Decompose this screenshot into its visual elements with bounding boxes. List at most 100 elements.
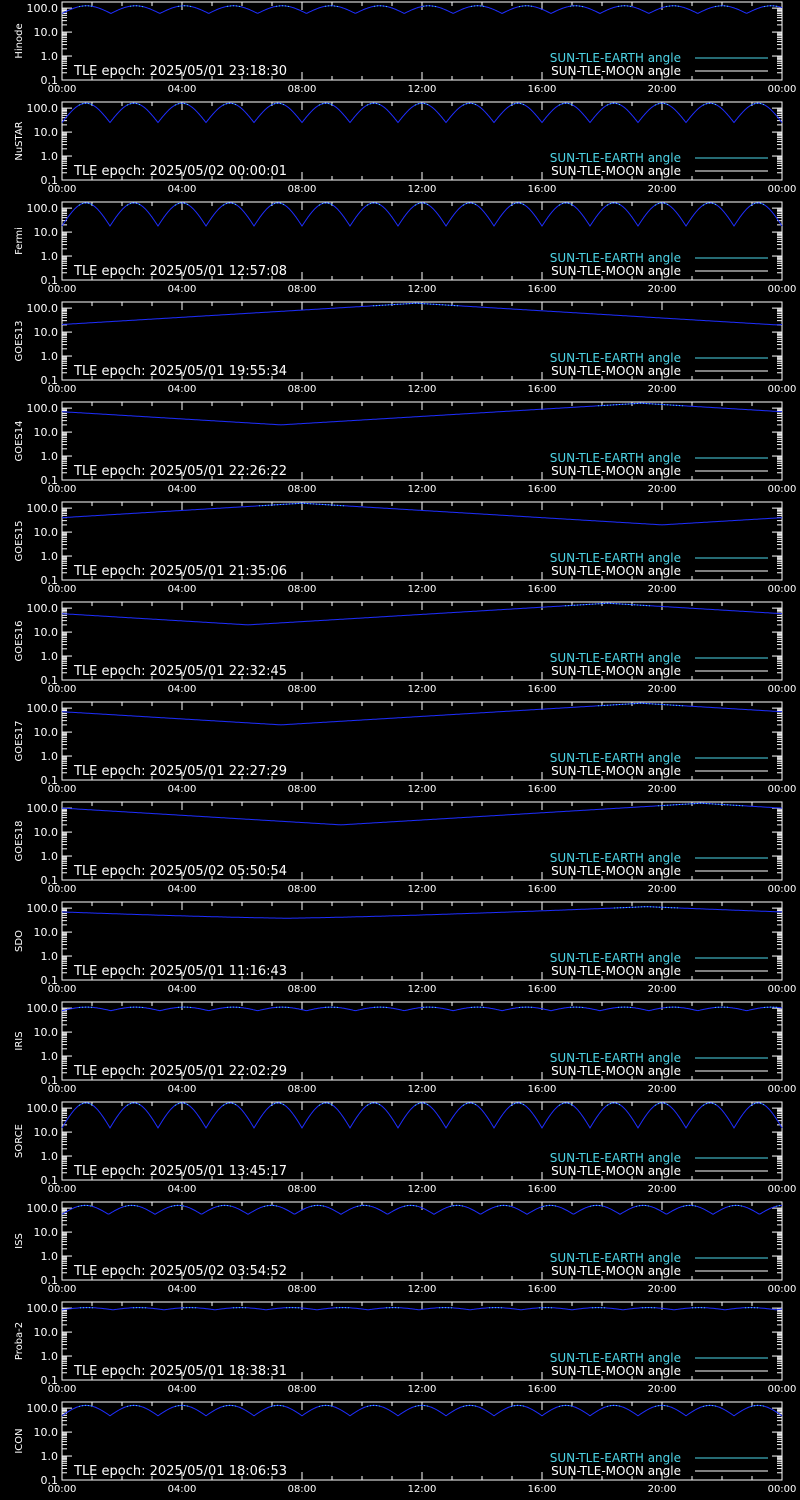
curve-highlight xyxy=(522,203,525,206)
x-tick-label: 12:00 xyxy=(408,584,437,595)
x-tick-label: 12:00 xyxy=(408,1084,437,1095)
legend-label: SUN-TLE-EARTH angle xyxy=(550,51,681,65)
curve-highlight xyxy=(126,204,129,206)
curve-highlight xyxy=(282,1103,285,1106)
curve-highlight xyxy=(270,104,273,106)
curve-highlight xyxy=(522,1103,525,1106)
satellite-name: GOES18 xyxy=(14,820,25,861)
x-tick-label: 04:00 xyxy=(168,84,197,95)
y-tick-label: 10.0 xyxy=(34,226,59,239)
sun-earth-curve xyxy=(61,102,783,124)
curve-highlight xyxy=(234,1103,237,1106)
panel-sdo: 0.1 1.0 10.0 100.0 00:00 04:00 08:00 12:00 16:00… xyxy=(14,901,796,995)
curve-highlight xyxy=(222,1104,225,1106)
satellite-name: ICON xyxy=(14,1428,25,1453)
legend-label: SUN-TLE-EARTH angle xyxy=(550,851,681,865)
curve-highlight xyxy=(606,1104,609,1106)
panel-iris: 0.1 1.0 10.0 100.0 00:00 04:00 08:00 12:00 16:00… xyxy=(14,1001,797,1095)
x-tick-label: 20:00 xyxy=(648,484,677,495)
tle-epoch-label: TLE epoch: 2025/05/01 13:45:17 xyxy=(73,1164,287,1179)
legend-label: SUN-TLE-MOON angle xyxy=(551,1464,681,1478)
x-tick-label: 04:00 xyxy=(168,1084,197,1095)
legend-label: SUN-TLE-EARTH angle xyxy=(550,1451,681,1465)
curve-highlight xyxy=(90,203,93,206)
curve-highlight xyxy=(426,203,429,206)
legend-label: SUN-TLE-EARTH angle xyxy=(550,1051,681,1065)
x-tick-label: 04:00 xyxy=(168,1284,197,1295)
x-tick-label: 16:00 xyxy=(528,584,557,595)
x-tick-label: 16:00 xyxy=(528,684,557,695)
y-tick-label: 10.0 xyxy=(34,926,59,939)
legend-label: SUN-TLE-EARTH angle xyxy=(550,951,681,965)
y-tick-label: 10.0 xyxy=(34,1126,59,1139)
panel-nustar: 0.1 1.0 10.0 100.0 00:00 04:00 08:00 12:00 16:00… xyxy=(14,101,796,195)
tle-epoch-label: TLE epoch: 2025/05/01 18:06:53 xyxy=(73,1464,287,1479)
curve-highlight xyxy=(750,1104,753,1106)
y-tick-label: 100.0 xyxy=(27,2,59,15)
x-tick-label: 00:00 xyxy=(48,484,77,495)
x-tick-label: 04:00 xyxy=(168,884,197,895)
x-tick-label: 00:00 xyxy=(768,1284,797,1295)
x-tick-label: 00:00 xyxy=(48,184,77,195)
x-tick-label: 16:00 xyxy=(528,184,557,195)
curve-highlight xyxy=(318,1104,321,1106)
curve-highlight xyxy=(510,1104,513,1106)
x-tick-label: 04:00 xyxy=(168,184,197,195)
curve-highlight xyxy=(270,204,273,206)
tle-epoch-label: TLE epoch: 2025/05/01 22:27:29 xyxy=(73,764,287,779)
x-tick-label: 00:00 xyxy=(768,1184,797,1195)
x-tick-label: 00:00 xyxy=(48,1284,77,1295)
x-tick-label: 12:00 xyxy=(408,1384,437,1395)
legend-label: SUN-TLE-MOON angle xyxy=(551,964,681,978)
legend-label: SUN-TLE-EARTH angle xyxy=(550,351,681,365)
y-tick-label: 0.1 xyxy=(41,1474,59,1487)
satellite-name: GOES14 xyxy=(14,420,25,461)
curve-highlight xyxy=(222,204,225,206)
x-tick-label: 08:00 xyxy=(288,1284,317,1295)
y-tick-label: 100.0 xyxy=(27,202,59,215)
curve-highlight xyxy=(666,203,669,206)
curve-highlight xyxy=(570,1103,573,1106)
curve-highlight xyxy=(414,104,417,106)
x-tick-label: 20:00 xyxy=(648,284,677,295)
tle-epoch-label: TLE epoch: 2025/05/02 03:54:52 xyxy=(73,1264,287,1279)
x-tick-label: 12:00 xyxy=(408,1184,437,1195)
y-tick-label: 1.0 xyxy=(41,850,59,863)
y-tick-label: 1.0 xyxy=(41,150,59,163)
x-tick-label: 08:00 xyxy=(288,184,317,195)
x-tick-label: 20:00 xyxy=(648,384,677,395)
x-tick-label: 20:00 xyxy=(648,584,677,595)
tle-epoch-label: TLE epoch: 2025/05/01 22:02:29 xyxy=(73,1064,287,1079)
y-tick-label: 10.0 xyxy=(34,1026,59,1039)
sun-earth-curve xyxy=(61,202,783,227)
y-tick-label: 0.1 xyxy=(41,474,59,487)
x-tick-label: 20:00 xyxy=(648,1484,677,1495)
x-tick-label: 16:00 xyxy=(528,1084,557,1095)
x-tick-label: 08:00 xyxy=(288,684,317,695)
panel-proba-2: 0.1 1.0 10.0 100.0 00:00 04:00 08:00 12:00 16:00… xyxy=(14,1301,796,1395)
legend-label: SUN-TLE-MOON angle xyxy=(551,664,681,678)
panel-goes16: 0.1 1.0 10.0 100.0 00:00 04:00 08:00 12:00 16:00… xyxy=(14,601,796,695)
sun-earth-curve xyxy=(61,1102,783,1129)
curve-highlight xyxy=(378,1103,381,1106)
y-tick-label: 1.0 xyxy=(41,550,59,563)
y-tick-label: 0.1 xyxy=(41,274,59,287)
legend-label: SUN-TLE-EARTH angle xyxy=(550,751,681,765)
legend-label: SUN-TLE-EARTH angle xyxy=(550,551,681,565)
curve-highlight xyxy=(750,204,753,206)
panel-fermi: 0.1 1.0 10.0 100.0 00:00 04:00 08:00 12:00 16:00… xyxy=(14,201,796,295)
legend-label: SUN-TLE-EARTH angle xyxy=(550,1151,681,1165)
x-tick-label: 00:00 xyxy=(768,784,797,795)
y-tick-label: 1.0 xyxy=(41,250,59,263)
curve-highlight xyxy=(702,104,705,106)
curve-highlight xyxy=(474,1103,477,1106)
x-tick-label: 08:00 xyxy=(288,284,317,295)
x-tick-label: 16:00 xyxy=(528,1184,557,1195)
curve-highlight xyxy=(702,204,705,206)
x-tick-label: 00:00 xyxy=(48,284,77,295)
y-tick-label: 10.0 xyxy=(34,26,59,39)
x-tick-label: 00:00 xyxy=(768,1084,797,1095)
sun-earth-curve xyxy=(61,1204,782,1215)
y-tick-label: 0.1 xyxy=(41,74,59,87)
x-tick-label: 00:00 xyxy=(48,684,77,695)
